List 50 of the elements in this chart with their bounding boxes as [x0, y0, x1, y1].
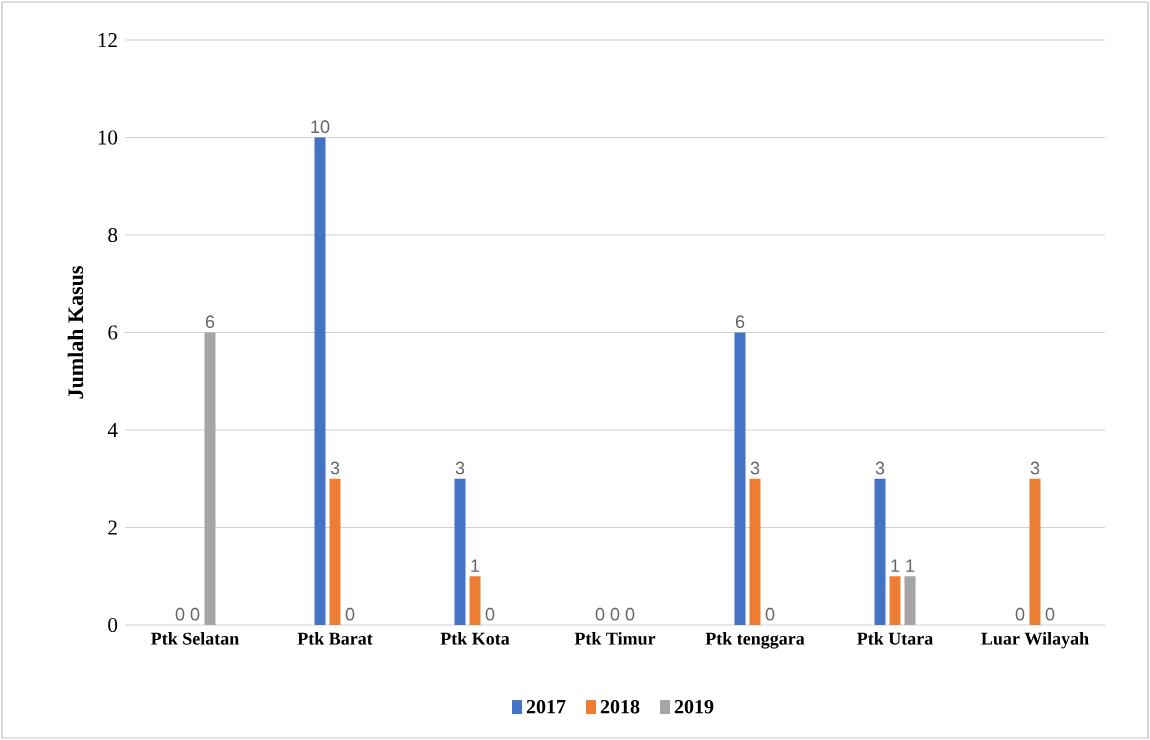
data-label: 6 — [205, 315, 215, 329]
data-label: 0 — [1045, 607, 1055, 621]
bar — [874, 478, 886, 625]
data-label: 1 — [906, 559, 915, 572]
data-label: 0 — [485, 607, 495, 621]
bar — [1029, 478, 1041, 625]
y-tick-label: 12 — [98, 33, 117, 47]
y-tick-label: 6 — [108, 325, 118, 340]
legend-label: 2017 — [526, 699, 566, 714]
data-label: 1 — [471, 559, 480, 572]
y-tick-label: 0 — [108, 617, 118, 633]
data-label: 0 — [175, 607, 185, 621]
bar — [314, 137, 326, 625]
data-label: 10 — [311, 120, 330, 134]
x-tick-label: Ptk Kota — [440, 632, 510, 645]
data-label: 0 — [610, 607, 620, 621]
x-tick-label: Luar Wilayah — [981, 632, 1089, 649]
x-tick-label: Ptk Timur — [574, 632, 656, 645]
y-tick-label: 4 — [107, 423, 118, 437]
y-tick-label: 2 — [108, 520, 117, 535]
data-label: 0 — [625, 607, 635, 621]
data-label: 3 — [1030, 461, 1040, 475]
data-label: 3 — [750, 461, 760, 475]
data-label: 6 — [735, 315, 745, 329]
data-label: 0 — [595, 607, 605, 621]
bar — [734, 332, 746, 625]
data-label: 0 — [765, 607, 775, 621]
bar — [329, 478, 341, 625]
data-label: 0 — [190, 607, 200, 621]
data-label: 3 — [330, 461, 340, 475]
y-tick-label: 8 — [108, 227, 118, 243]
bar — [204, 332, 216, 625]
y-axis-title: Jumlah Kasus — [67, 266, 84, 399]
x-tick-label: Ptk tenggara — [705, 632, 805, 649]
bar — [749, 478, 761, 625]
legend-label: 2019 — [674, 699, 714, 714]
data-label: 3 — [455, 461, 465, 475]
bar — [889, 576, 901, 625]
bar — [469, 576, 481, 625]
x-tick-label: Ptk Selatan — [151, 632, 239, 645]
x-tick-label: Ptk Utara — [857, 632, 933, 645]
x-tick-label: Ptk Barat — [297, 632, 373, 645]
y-tick-label: 10 — [98, 130, 118, 145]
data-label: 3 — [875, 461, 885, 475]
data-label: 1 — [891, 559, 900, 572]
bar — [904, 576, 916, 625]
bar — [454, 478, 466, 625]
data-label: 0 — [345, 607, 355, 621]
legend-label: 2018 — [600, 699, 640, 714]
data-label: 0 — [1015, 607, 1025, 621]
